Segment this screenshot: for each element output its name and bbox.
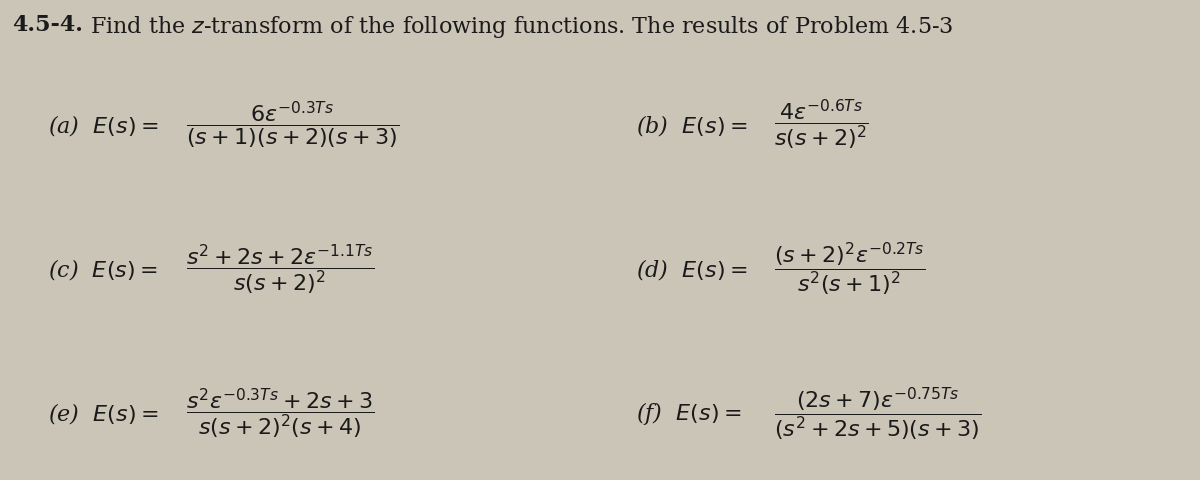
Text: (a)  $E(s) =$: (a) $E(s) =$ (48, 112, 158, 137)
Text: (e)  $E(s) =$: (e) $E(s) =$ (48, 400, 158, 425)
Text: (d)  $E(s) =$: (d) $E(s) =$ (636, 256, 748, 281)
Text: $\dfrac{(2s+7)\varepsilon^{-0.75Ts}}{(s^2+2s+5)(s+3)}$: $\dfrac{(2s+7)\varepsilon^{-0.75Ts}}{(s^… (774, 384, 982, 442)
Text: (f)  $E(s) =$: (f) $E(s) =$ (636, 399, 742, 426)
Text: Find the $z$-transform of the following functions. The results of Problem 4.5-3: Find the $z$-transform of the following … (90, 14, 953, 40)
Text: $\dfrac{(s+2)^2\varepsilon^{-0.2Ts}}{s^2(s+1)^2}$: $\dfrac{(s+2)^2\varepsilon^{-0.2Ts}}{s^2… (774, 240, 925, 298)
Text: $\dfrac{s^2+2s+2\varepsilon^{-1.1Ts}}{s(s+2)^2}$: $\dfrac{s^2+2s+2\varepsilon^{-1.1Ts}}{s(… (186, 241, 374, 296)
Text: 4.5-4.: 4.5-4. (12, 14, 83, 36)
Text: $\dfrac{6\varepsilon^{-0.3Ts}}{(s+1)(s+2)(s+3)}$: $\dfrac{6\varepsilon^{-0.3Ts}}{(s+1)(s+2… (186, 99, 400, 150)
Text: $\dfrac{s^2\varepsilon^{-0.3Ts}+2s+3}{s(s+2)^2(s+4)}$: $\dfrac{s^2\varepsilon^{-0.3Ts}+2s+3}{s(… (186, 385, 374, 440)
Text: (b)  $E(s) =$: (b) $E(s) =$ (636, 112, 748, 137)
Text: $\dfrac{4\varepsilon^{-0.6Ts}}{s(s+2)^2}$: $\dfrac{4\varepsilon^{-0.6Ts}}{s(s+2)^2}… (774, 97, 869, 152)
Text: (c)  $E(s) =$: (c) $E(s) =$ (48, 256, 157, 281)
